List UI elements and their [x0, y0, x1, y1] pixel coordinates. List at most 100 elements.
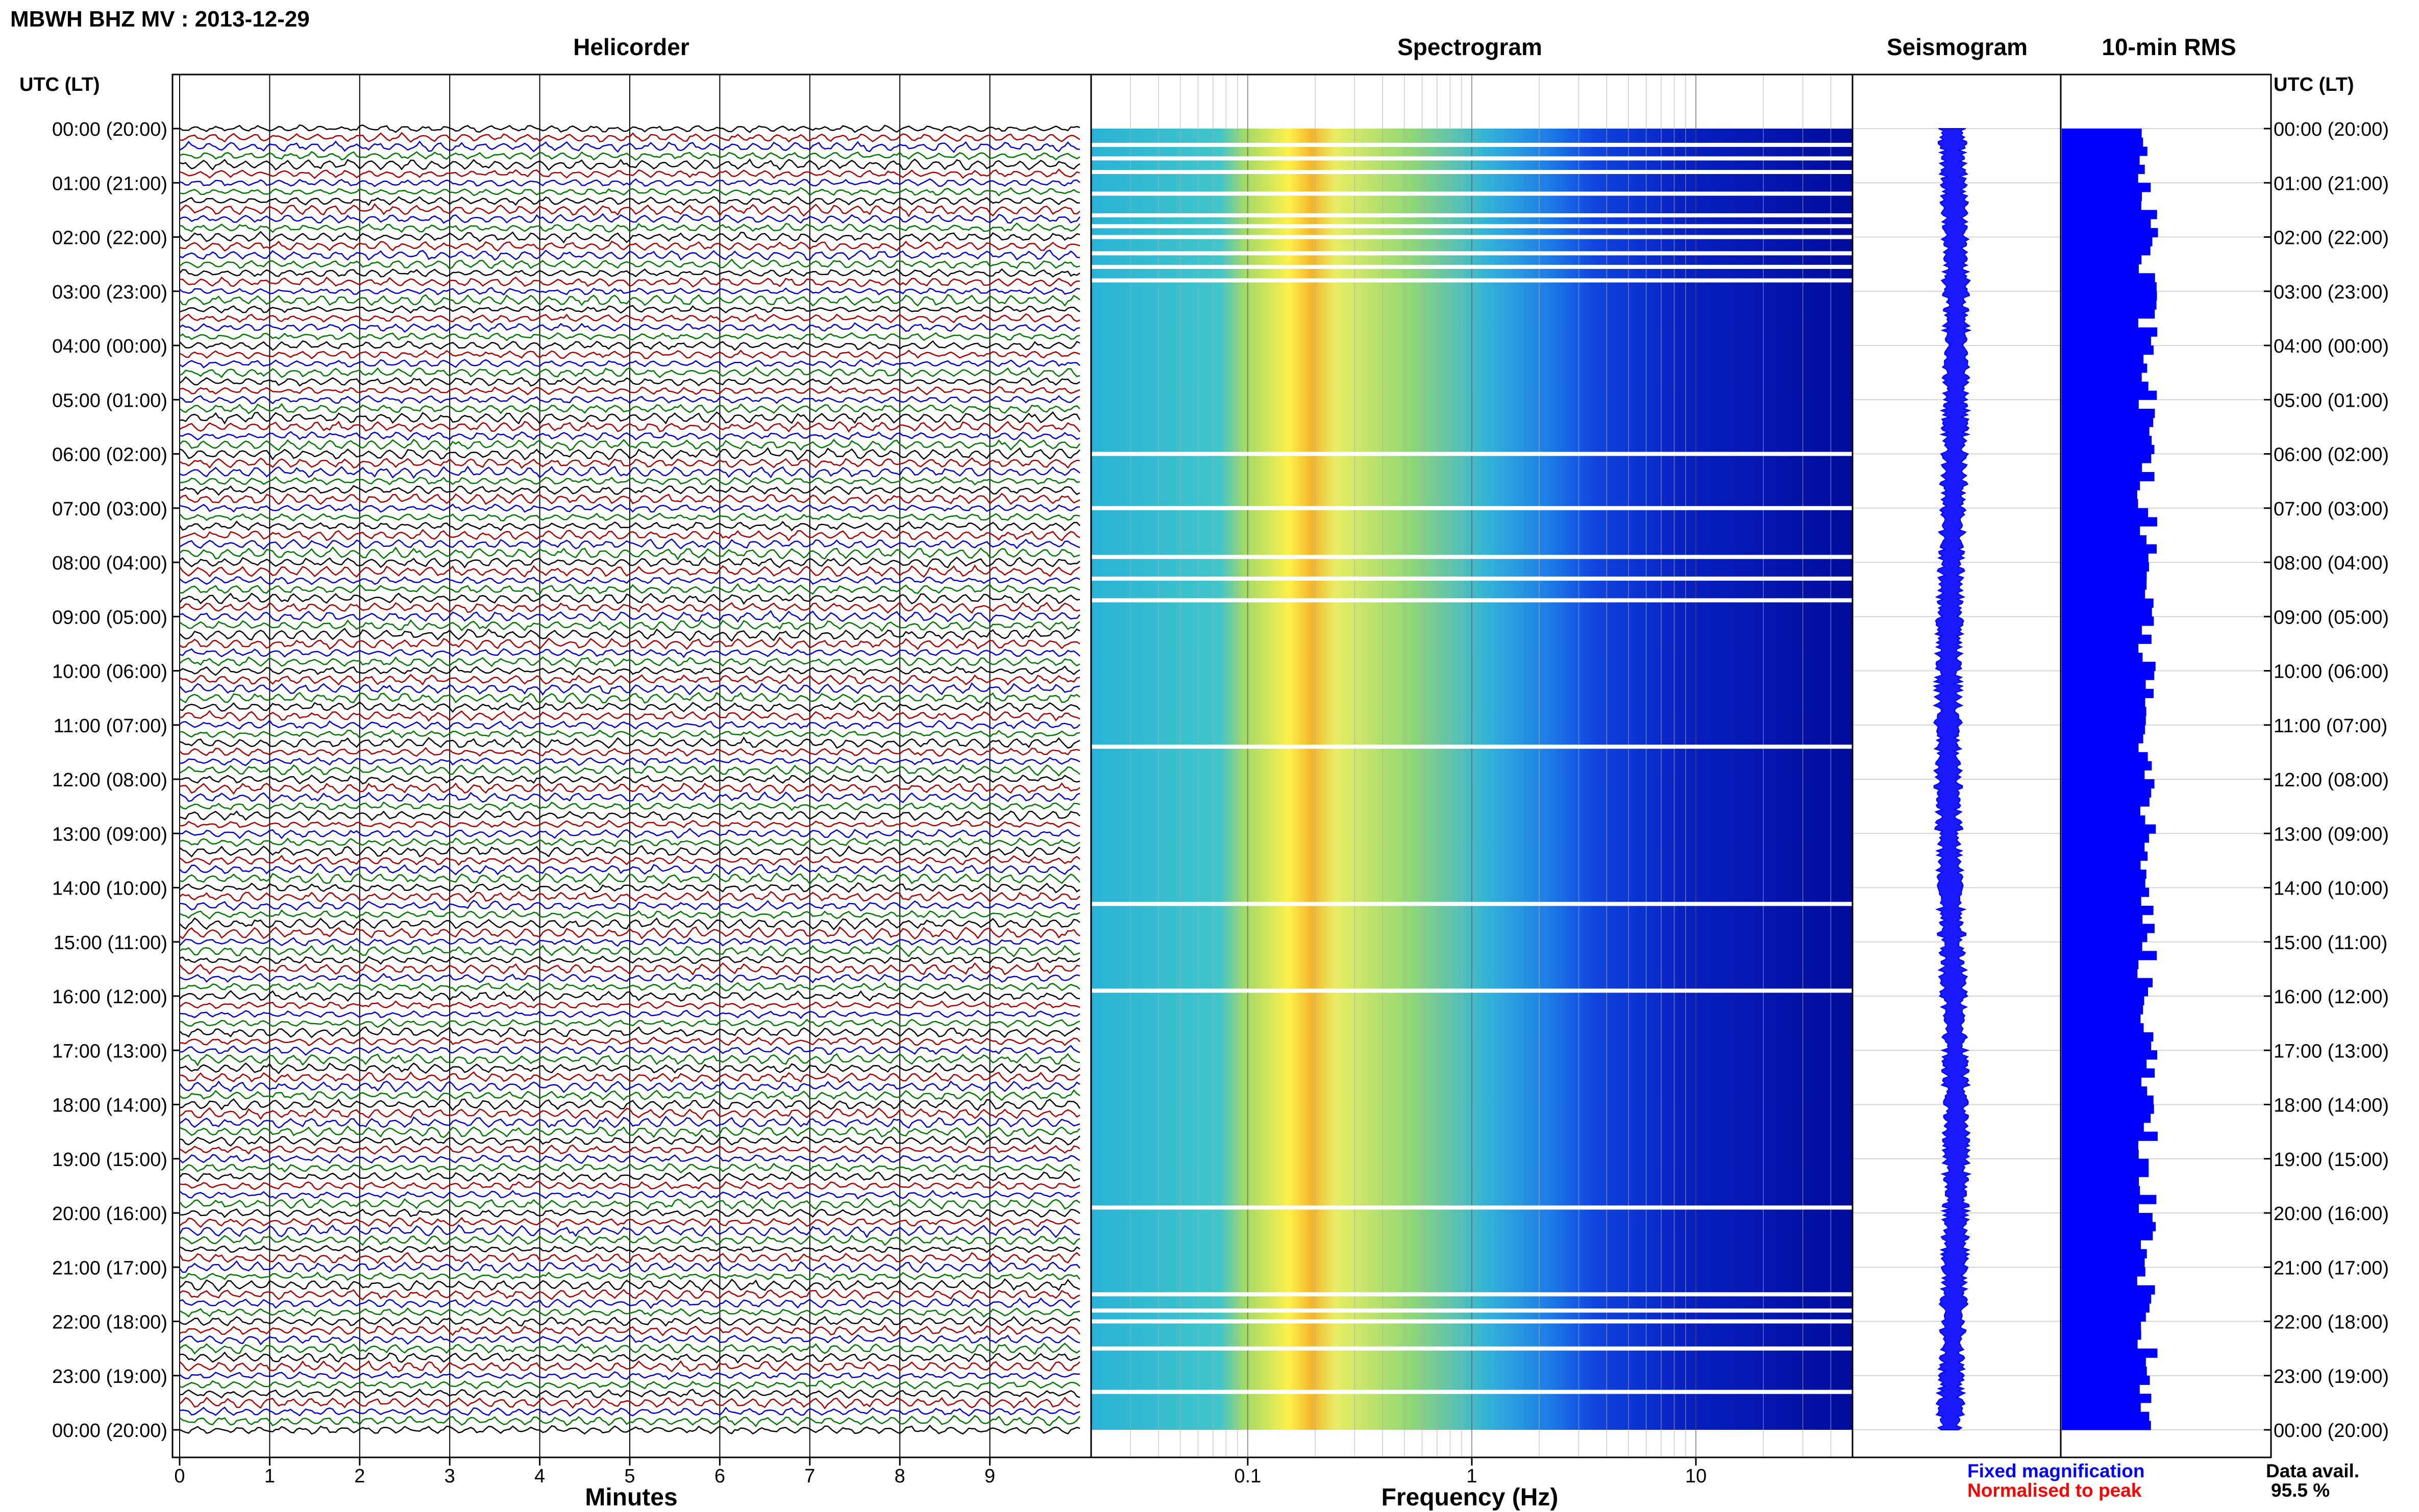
rms-bar: [2062, 1077, 2142, 1087]
rms-bar: [2062, 1059, 2147, 1069]
frequency-tick-label: 1: [1466, 1466, 1477, 1487]
figure-title: MBWH BHZ MV : 2013-12-29: [10, 7, 310, 32]
helicorder-trace-line: [179, 1297, 1080, 1309]
spectrogram-gap: [1091, 988, 1853, 993]
rms-bar: [2062, 661, 2156, 671]
time-tick-label-left: 00:00 (20:00): [52, 1420, 167, 1442]
minute-tick-label: 5: [624, 1466, 635, 1487]
helicorder-trace-line: [179, 1342, 1080, 1355]
helicorder-trace-line: [179, 1307, 1080, 1318]
rms-bar: [2062, 1285, 2155, 1295]
time-tick-label-right: 07:00 (03:00): [2274, 499, 2389, 520]
spectrogram-gap: [1091, 213, 1853, 217]
time-tick-label-right: 06:00 (02:00): [2274, 444, 2389, 466]
rms-bar: [2062, 1014, 2141, 1024]
helicorder-trace-line: [179, 1234, 1080, 1246]
helicorder-trace-line: [179, 801, 1080, 811]
rms-bar: [2062, 1303, 2150, 1313]
spectrogram-panel: [1091, 75, 1853, 1457]
rms-bar: [2062, 381, 2149, 391]
rms-bar: [2062, 680, 2146, 689]
rms-bar: [2062, 987, 2148, 997]
rms-bar: [2062, 1204, 2139, 1213]
rms-bar: [2062, 318, 2138, 328]
helicorder-trace-line: [179, 1371, 1080, 1380]
helicorder-trace-line: [179, 1288, 1080, 1301]
helicorder-trace-line: [179, 276, 1080, 288]
rms-bar: [2062, 481, 2140, 490]
rms-bar: [2062, 616, 2154, 626]
rms-bar: [2062, 779, 2155, 789]
helicorder-trace-line: [179, 1171, 1080, 1182]
minute-tick-label: 1: [264, 1466, 275, 1487]
time-tick-label-left: 08:00 (04:00): [52, 553, 167, 574]
helicorder-trace-line: [179, 1098, 1081, 1111]
helicorder-trace-line: [179, 447, 1080, 461]
rms-bar: [2062, 517, 2157, 527]
time-tick-label-right: 16:00 (12:00): [2274, 986, 2389, 1008]
time-tick-label-right: 04:00 (00:00): [2274, 336, 2389, 357]
rms-bar: [2062, 761, 2152, 771]
helicorder-trace-line: [179, 637, 1080, 651]
rms-bar: [2062, 1267, 2145, 1277]
rms-bar: [2062, 1421, 2151, 1430]
rms-bar: [2062, 1141, 2138, 1150]
rms-bar: [2062, 978, 2153, 987]
spectrogram-x-axis-label: Frequency (Hz): [1381, 1484, 1559, 1511]
helicorder-trace-line: [179, 1153, 1080, 1164]
spectrogram-gap: [1091, 235, 1853, 239]
rms-bar: [2062, 1330, 2141, 1340]
rms-bar: [2062, 969, 2138, 979]
rms-bar: [2062, 1357, 2146, 1367]
time-tick-label-right: 01:00 (21:00): [2274, 173, 2389, 194]
helicorder-trace-line: [179, 576, 1080, 585]
helicorder-trace-line: [179, 332, 1080, 341]
rms-bar: [2062, 1411, 2150, 1421]
spectrogram-gap: [1091, 278, 1853, 283]
helicorder-trace-line: [179, 313, 1080, 324]
rms-bar: [2062, 643, 2139, 653]
rms-bar: [2062, 1122, 2144, 1132]
helicorder-trace-line: [179, 917, 1080, 931]
rms-bar: [2062, 417, 2154, 427]
rms-bar: [2062, 1213, 2153, 1223]
rms-bar: [2062, 607, 2152, 617]
helicorder-grid: [179, 75, 991, 1457]
spectrogram-gap: [1091, 576, 1853, 581]
rms-bar: [2062, 309, 2155, 319]
time-tick-label-left: 06:00 (02:00): [52, 444, 167, 466]
rms-bar: [2062, 951, 2157, 960]
rms-bar: [2062, 291, 2157, 301]
helicorder-trace-line: [179, 240, 1080, 252]
spectrogram-gap: [1091, 156, 1853, 161]
helicorder-trace-line: [179, 691, 1080, 704]
legend-fixed-magnification: Fixed magnification: [1967, 1460, 2144, 1481]
spectrogram-gap: [1091, 1346, 1853, 1351]
data-availability-label: Data avail.: [2266, 1460, 2359, 1481]
rms-bar: [2062, 562, 2149, 572]
rms-bar: [2062, 589, 2145, 599]
helicorder-trace-line: [179, 837, 1080, 848]
rms-bar: [2062, 1005, 2143, 1014]
spectrogram-gap: [1091, 1205, 1853, 1210]
rms-bar: [2062, 264, 2139, 274]
time-tick-label-right: 17:00 (13:00): [2274, 1040, 2389, 1062]
spectrogram-gap: [1091, 902, 1853, 906]
rms-bar: [2062, 824, 2156, 834]
helicorder-trace-line: [179, 1406, 1080, 1417]
rms-bar: [2062, 354, 2144, 364]
helicorder-trace-line: [179, 1380, 1080, 1390]
seismogram-title: Seismogram: [1887, 34, 2028, 60]
time-tick-label-right: 22:00 (18:00): [2274, 1312, 2389, 1333]
helicorder-x-axis-label: Minutes: [585, 1484, 677, 1511]
rms-bar: [2062, 1249, 2147, 1259]
helicorder-trace-line: [179, 1144, 1080, 1155]
frequency-tick-label: 0.1: [1234, 1466, 1261, 1487]
rms-bar: [2062, 1367, 2147, 1376]
rms-bar: [2062, 1276, 2137, 1286]
helicorder-trace-line: [179, 955, 1080, 965]
rms-bar: [2062, 671, 2155, 680]
helicorder-trace-line: [180, 820, 1080, 829]
time-tick-label-right: 13:00 (09:00): [2274, 824, 2389, 845]
helicorder-trace-line: [179, 665, 1080, 676]
